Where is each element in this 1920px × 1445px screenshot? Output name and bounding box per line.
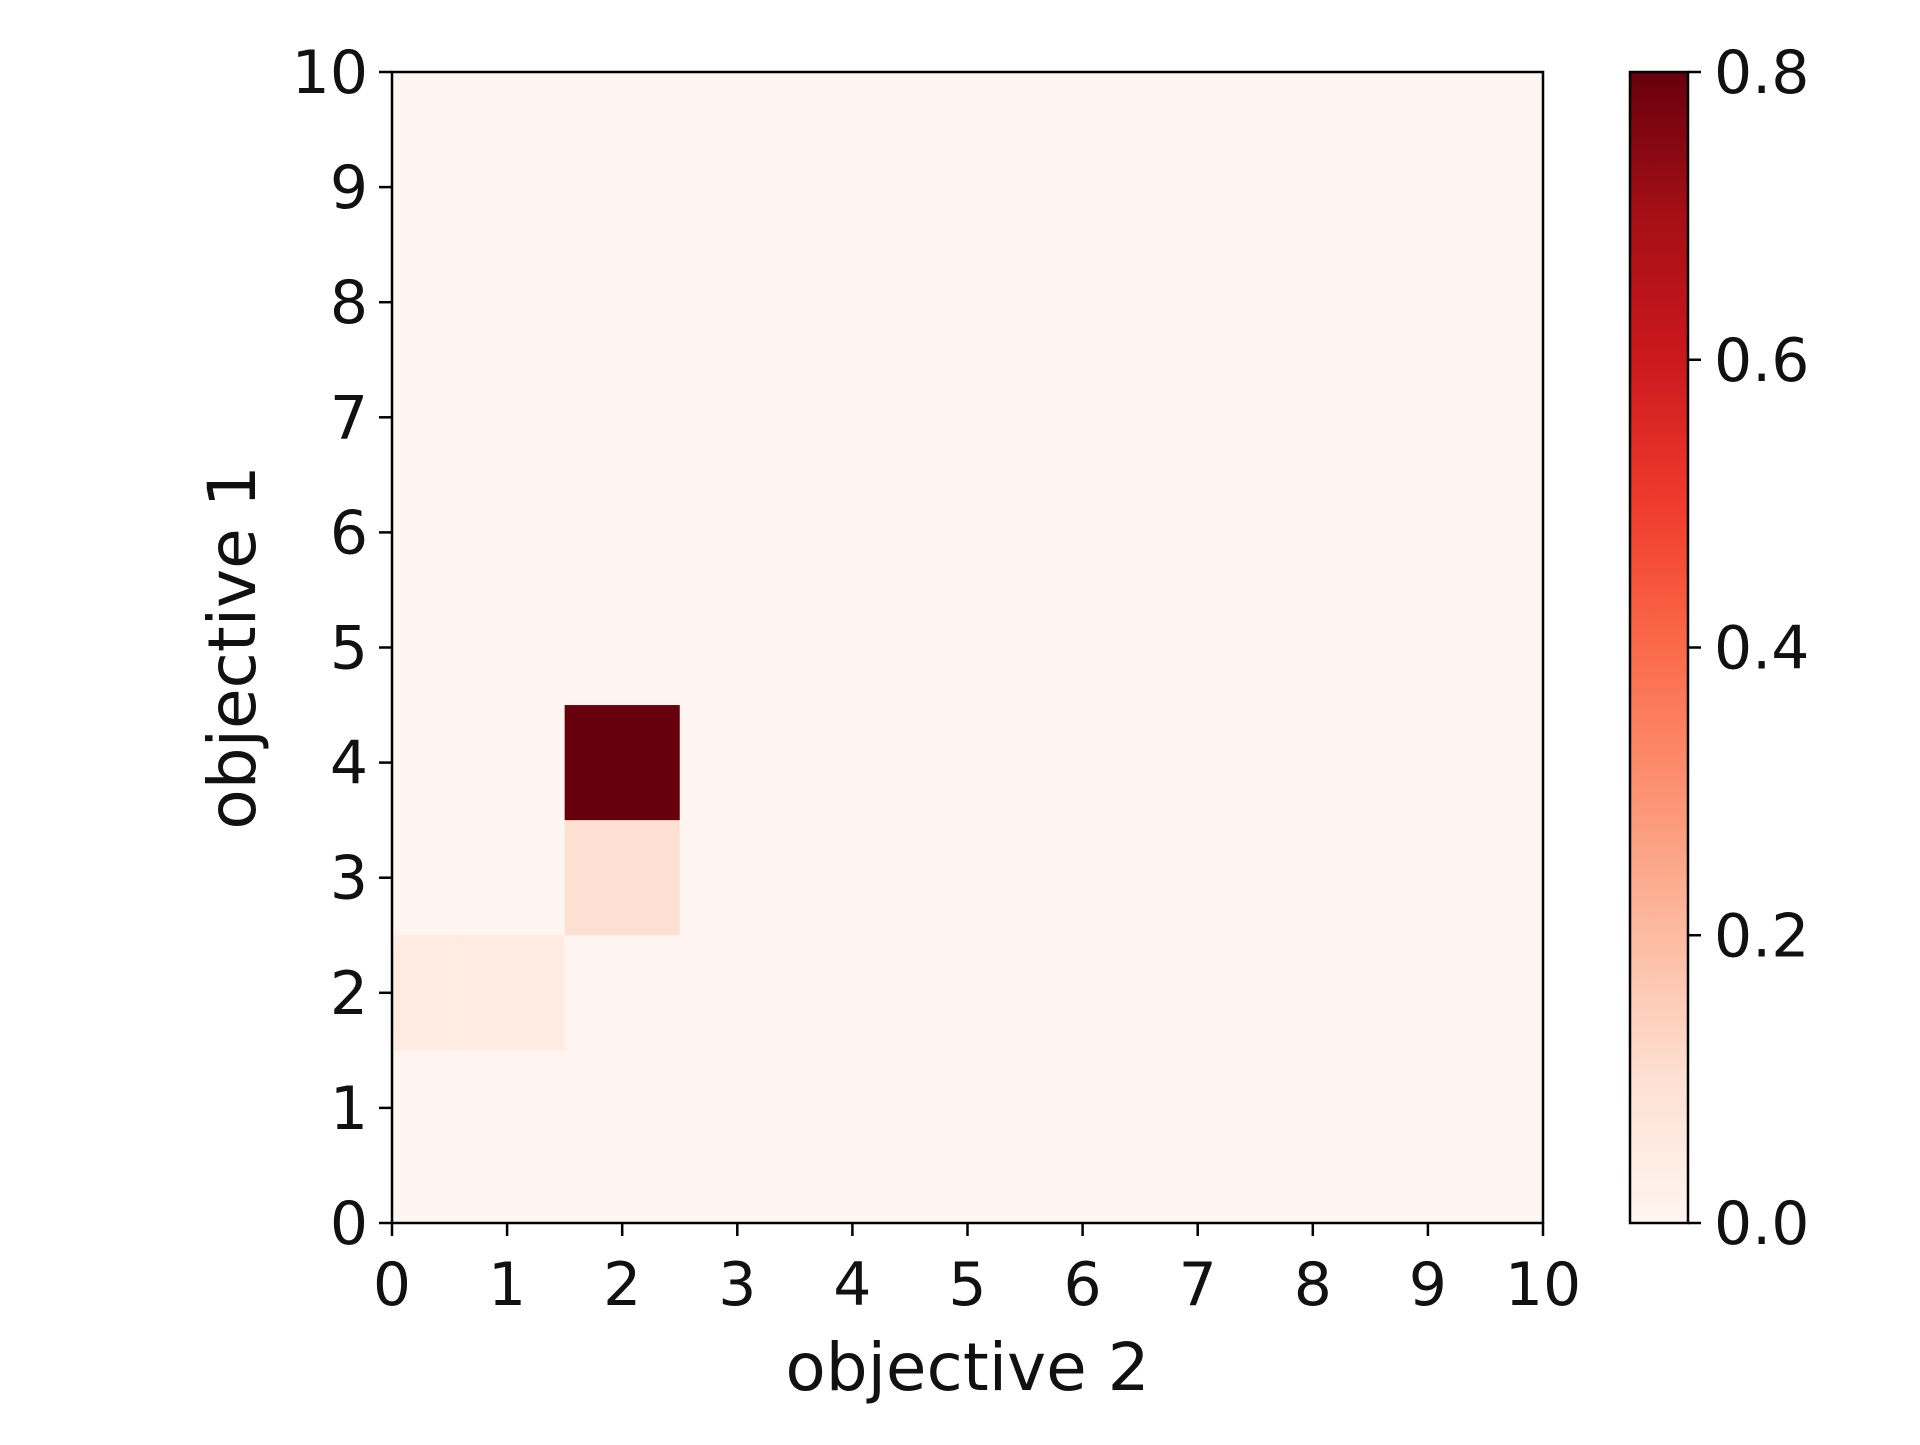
colorbar-ticks: 0.0 0.2 0.4 0.6 0.8 — [1688, 38, 1809, 1259]
y-axis: 0 1 2 3 4 5 6 7 8 9 10 — [292, 38, 392, 1259]
x-axis: 0 1 2 3 4 5 6 7 8 9 10 — [373, 1223, 1581, 1320]
y-tick-label-3: 3 — [330, 844, 368, 914]
colorbar-tick-label-2: 0.4 — [1714, 614, 1809, 684]
x-tick-label-4: 4 — [833, 1250, 871, 1320]
x-tick-label-0: 0 — [373, 1250, 411, 1320]
y-tick-label-5: 5 — [330, 614, 368, 684]
y-tick-label-8: 8 — [330, 268, 368, 338]
y-tick-label-7: 7 — [330, 383, 368, 453]
heatmap-cell-3 — [564, 705, 680, 821]
x-tick-label-5: 5 — [948, 1250, 986, 1320]
colorbar-gradient — [1630, 72, 1688, 1223]
colorbar: 0.0 0.2 0.4 0.6 0.8 — [1628, 38, 1809, 1259]
colorbar-tick-label-1: 0.2 — [1714, 901, 1809, 971]
y-axis-title: objective 1 — [194, 465, 271, 829]
y-tick-label-9: 9 — [330, 153, 368, 223]
y-tick-label-0: 0 — [330, 1189, 368, 1259]
x-tick-label-8: 8 — [1294, 1250, 1332, 1320]
y-tick-label-1: 1 — [330, 1074, 368, 1144]
heatmap-cells — [392, 705, 680, 1051]
y-tick-label-2: 2 — [330, 959, 368, 1029]
x-tick-label-3: 3 — [718, 1250, 756, 1320]
plot-background — [392, 72, 1543, 1223]
heatmap-cell-1 — [449, 935, 565, 1051]
x-tick-label-6: 6 — [1064, 1250, 1102, 1320]
y-tick-label-4: 4 — [330, 729, 368, 799]
y-tick-label-10: 10 — [292, 38, 368, 108]
x-tick-label-9: 9 — [1409, 1250, 1447, 1320]
x-tick-label-2: 2 — [603, 1250, 641, 1320]
x-tick-label-10: 10 — [1505, 1250, 1581, 1320]
colorbar-tick-label-0: 0.0 — [1714, 1189, 1809, 1259]
y-tick-label-6: 6 — [330, 498, 368, 568]
heatmap-cell-2 — [564, 820, 680, 936]
heatmap-cell-0 — [392, 935, 450, 1051]
colorbar-tick-label-3: 0.6 — [1714, 326, 1809, 396]
x-axis-title: objective 2 — [785, 1329, 1149, 1406]
plot-area — [390, 70, 1545, 1225]
colorbar-tick-label-4: 0.8 — [1714, 38, 1809, 108]
x-tick-label-1: 1 — [488, 1250, 526, 1320]
x-tick-label-7: 7 — [1179, 1250, 1217, 1320]
